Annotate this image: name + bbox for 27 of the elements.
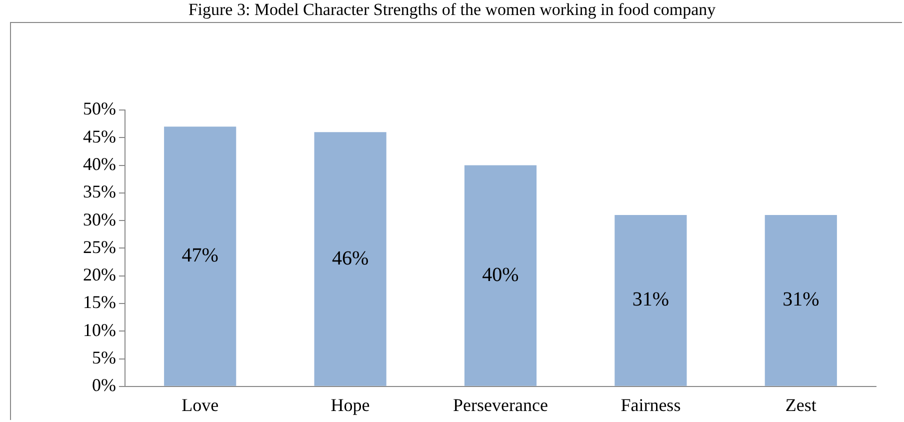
data-label: 46% [332,247,369,270]
y-tick-label: 30% [82,209,116,230]
bar [164,126,236,386]
y-tick-label: 15% [82,292,116,312]
y-tick-label: 35% [82,182,116,202]
bar [314,132,386,386]
y-tick-label: 0% [92,375,116,396]
y-tick-label: 45% [82,126,116,146]
data-label: 31% [632,288,670,311]
bar [764,215,837,386]
chart-title: Figure 3: Model Character Strengths of the women working in food company [187,0,717,20]
y-tick-label: 20% [82,264,116,285]
y-tick-label: 50% [82,98,116,119]
bar [614,215,687,386]
y-tick-label: 5% [92,347,116,368]
x-tick-label: Fairness [620,394,681,415]
y-tick-label: 25% [82,236,116,257]
bar [464,165,537,386]
data-label: 47% [182,244,218,266]
data-label: 40% [482,264,519,286]
y-tick-label: 40% [82,154,116,174]
x-tick-label: Hope [330,394,370,415]
data-label: 31% [782,288,820,311]
x-tick-label: Perseverance [453,394,548,415]
y-tick-label: 10% [82,320,116,340]
x-tick-label: Zest [785,394,816,415]
x-tick-label: Love [182,394,219,415]
